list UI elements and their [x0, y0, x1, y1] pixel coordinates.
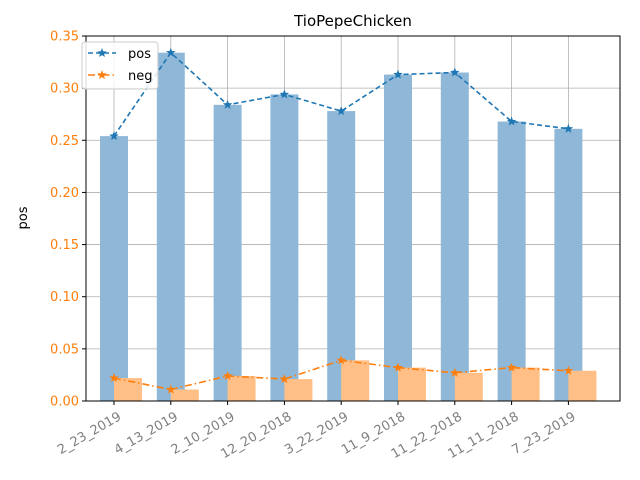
bar-neg [398, 367, 426, 401]
point-neg [393, 362, 403, 372]
bar-neg [170, 389, 199, 401]
bar-neg [284, 379, 313, 401]
y-tick-label: 0.15 [50, 238, 79, 253]
bar-pos [270, 94, 299, 402]
bar-neg [568, 370, 597, 401]
y-tick-label: 0.25 [50, 134, 79, 149]
point-neg [563, 365, 574, 375]
bar-pos [213, 104, 242, 401]
bar-pos [100, 136, 128, 401]
point-neg [279, 374, 290, 384]
point-pos [563, 123, 574, 133]
point-neg [166, 384, 176, 394]
legend-pos-label: pos [128, 47, 151, 62]
point-neg [109, 373, 119, 383]
x-tick-label: 4_13_2019 [112, 409, 181, 457]
point-pos [109, 131, 119, 141]
bar-neg [454, 372, 483, 401]
point-pos [393, 69, 403, 79]
point-neg [506, 362, 517, 372]
bar-neg [341, 360, 370, 401]
point-neg [450, 367, 460, 377]
bar-pos [554, 128, 583, 402]
point-pos [450, 67, 460, 77]
bar-neg [511, 367, 540, 401]
y-tick-label: 0.20 [50, 186, 79, 201]
chart-title: TioPepeChicken [293, 12, 412, 30]
bar-pos [327, 111, 356, 401]
legend: pos neg [81, 41, 159, 90]
bar-neg [114, 378, 142, 401]
plot-frame [85, 35, 621, 402]
bar-pos [384, 74, 412, 401]
y-tick-label: 0.05 [50, 342, 79, 357]
point-pos [166, 47, 176, 57]
point-neg [222, 370, 233, 381]
y-tick-label: 0.00 [50, 395, 79, 410]
legend-pos-marker [97, 48, 107, 58]
x-tick-label: 2_23_2019 [55, 409, 124, 457]
bar-pos [440, 72, 469, 401]
point-pos [506, 116, 517, 126]
bars [100, 52, 597, 402]
point-pos [222, 99, 233, 109]
bar-neg [227, 375, 256, 401]
x-tick-label: 7_23_2019 [509, 409, 578, 457]
point-neg [336, 355, 346, 365]
series-lines [109, 47, 574, 394]
x-tick-label: 3_22_2019 [282, 409, 351, 457]
y-tick-label: 0.30 [50, 82, 79, 97]
point-pos [279, 89, 290, 99]
bar-pos [156, 52, 185, 401]
bar-pos [497, 121, 526, 401]
point-pos [336, 106, 346, 116]
legend-neg-label: neg [128, 69, 153, 84]
y-tick-label: 0.35 [50, 30, 79, 45]
legend-neg-marker [97, 70, 107, 80]
y-axis-label: pos [16, 206, 31, 229]
y-tick-label: 0.10 [50, 290, 79, 305]
